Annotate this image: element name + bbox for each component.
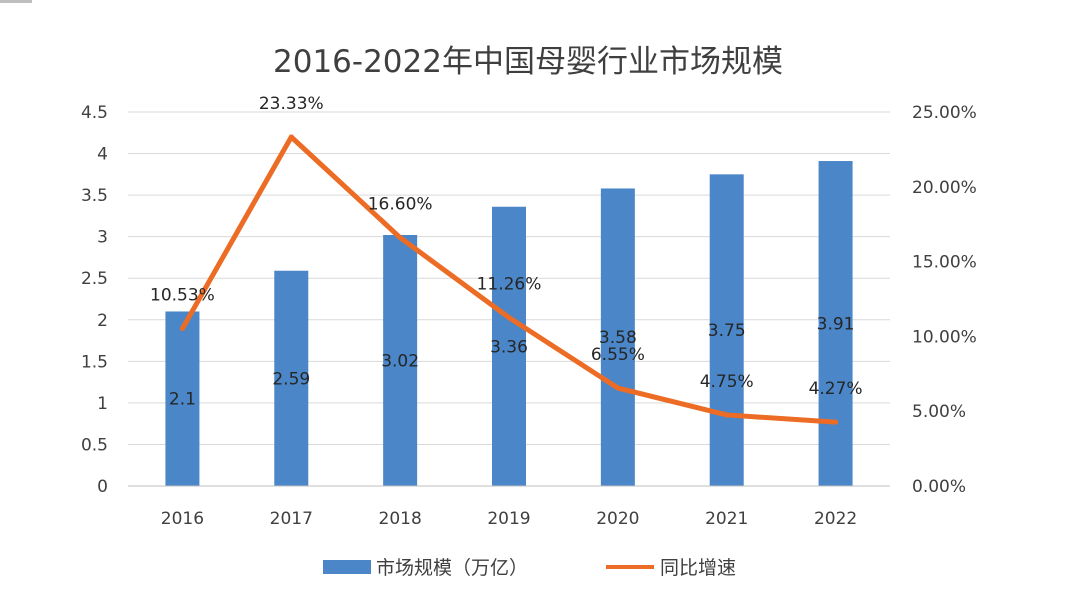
left-axis-tick-label: 3 bbox=[97, 228, 108, 248]
legend-line-label: 同比增速 bbox=[660, 557, 736, 579]
bar bbox=[818, 161, 853, 486]
line-point bbox=[615, 385, 621, 391]
right-axis-tick-label: 25.00% bbox=[912, 103, 977, 123]
left-axis-tick-label: 2.5 bbox=[81, 269, 108, 289]
left-axis-tick-label: 3.5 bbox=[81, 186, 108, 206]
x-axis-tick-label: 2022 bbox=[814, 509, 857, 529]
line-value-label: 11.26% bbox=[477, 275, 542, 295]
bar bbox=[383, 235, 418, 486]
bar-value-label: 3.36 bbox=[490, 337, 528, 357]
legend-bar-swatch bbox=[323, 560, 371, 574]
right-axis-tick-label: 15.00% bbox=[912, 253, 977, 273]
x-axis-tick-label: 2018 bbox=[379, 509, 422, 529]
x-axis-tick-label: 2017 bbox=[270, 509, 313, 529]
bar-value-label: 3.02 bbox=[381, 352, 419, 372]
x-axis-tick-label: 2019 bbox=[487, 509, 530, 529]
chart-title: 2016-2022年中国母婴行业市场规模 bbox=[273, 44, 783, 80]
bar bbox=[600, 188, 635, 486]
left-axis-tick-label: 0.5 bbox=[81, 435, 108, 455]
top-left-edge-mark bbox=[0, 0, 32, 3]
line-point bbox=[833, 419, 839, 425]
bar-value-label: 3.91 bbox=[817, 315, 855, 335]
line-value-label: 23.33% bbox=[259, 94, 324, 114]
bar bbox=[165, 311, 200, 486]
bar bbox=[492, 206, 526, 486]
left-axis-tick-label: 4 bbox=[97, 145, 108, 165]
bar-series bbox=[165, 161, 853, 487]
line-point bbox=[288, 134, 294, 140]
right-axis-tick-label: 10.00% bbox=[912, 327, 977, 347]
right-axis-tick-label: 5.00% bbox=[912, 402, 966, 422]
bar-value-label: 2.1 bbox=[169, 390, 196, 410]
left-axis-tick-label: 2 bbox=[97, 311, 108, 331]
line-value-label: 10.53% bbox=[150, 285, 215, 305]
right-axis-tick-label: 0.00% bbox=[912, 477, 966, 497]
line-value-label: 6.55% bbox=[591, 345, 645, 365]
bar bbox=[274, 270, 309, 486]
line-value-label: 16.60% bbox=[368, 195, 433, 215]
x-axis-tick-label: 2021 bbox=[705, 509, 748, 529]
line-point bbox=[506, 315, 512, 321]
line-series bbox=[179, 134, 839, 425]
x-axis-tick-label: 2020 bbox=[596, 509, 639, 529]
line-point bbox=[179, 325, 185, 331]
legend-bar-label: 市场规模（万亿） bbox=[376, 557, 528, 579]
bar-value-label: 3.58 bbox=[599, 328, 637, 348]
axes: 0 0.5 1 1.5 2 2.5 3 3.5 4 4.5 0.00% 5.00% 10.00% 15.0… bbox=[81, 103, 977, 529]
line-value-label: 4.27% bbox=[809, 379, 863, 399]
line-point bbox=[724, 412, 730, 418]
legend: 市场规模（万亿） 同比增速 bbox=[323, 557, 736, 579]
left-axis-tick-label: 1 bbox=[97, 394, 108, 414]
bar-value-label: 3.75 bbox=[708, 321, 746, 341]
x-axis-tick-label: 2016 bbox=[161, 509, 204, 529]
right-axis-tick-label: 20.00% bbox=[912, 178, 977, 198]
line-point bbox=[397, 235, 403, 241]
bar-value-label: 2.59 bbox=[272, 369, 310, 389]
left-axis-tick-label: 0 bbox=[97, 477, 108, 497]
bar bbox=[709, 174, 744, 487]
line-value-label: 4.75% bbox=[700, 372, 754, 392]
left-axis-tick-label: 4.5 bbox=[81, 103, 108, 123]
data-labels: 2.1 2.59 3.02 3.36 3.58 3.75 3.91 10.53% 23.33% 1… bbox=[150, 94, 863, 410]
left-axis-tick-label: 1.5 bbox=[81, 352, 108, 372]
